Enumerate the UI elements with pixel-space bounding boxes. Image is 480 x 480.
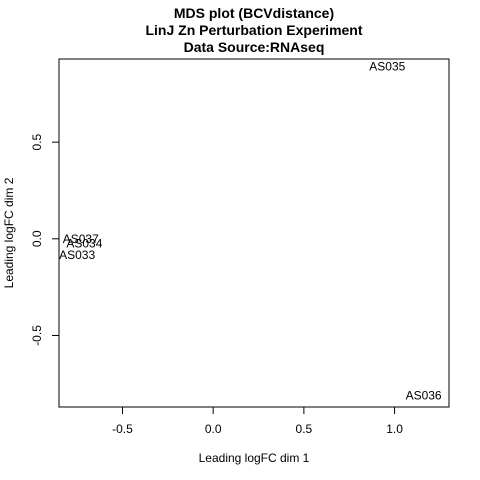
x-axis-label: Leading logFC dim 1	[199, 451, 310, 465]
x-tick-label: 1.0	[386, 422, 403, 436]
point-label-as037: AS037	[63, 232, 99, 246]
y-tick-label: -0.5	[30, 325, 44, 346]
y-tick-label: 0.5	[30, 133, 44, 150]
x-axis: -0.5 0.0 0.5 1.0	[112, 406, 403, 436]
chart-title-line-1: MDS plot (BCVdistance)	[174, 5, 334, 21]
point-label-as036: AS036	[406, 388, 442, 402]
point-label-as035: AS035	[369, 60, 405, 74]
y-axis-label: Leading logFC dim 2	[2, 177, 16, 288]
y-axis: -0.5 0.0 0.5	[30, 133, 60, 346]
point-label-as033: AS033	[59, 248, 95, 262]
plot-frame	[58, 58, 450, 408]
x-tick-label: -0.5	[112, 422, 133, 436]
chart-title-line-2: LinJ Zn Perturbation Experiment	[145, 22, 362, 38]
x-tick-label: 0.5	[296, 422, 313, 436]
point-label-as034: AS034	[66, 237, 102, 251]
x-tick-label: 0.0	[205, 422, 222, 436]
y-tick-label: 0.0	[30, 230, 44, 247]
chart-title: MDS plot (BCVdistance) LinJ Zn Perturbat…	[145, 5, 362, 55]
chart-title-line-3: Data Source:RNAseq	[184, 39, 325, 55]
